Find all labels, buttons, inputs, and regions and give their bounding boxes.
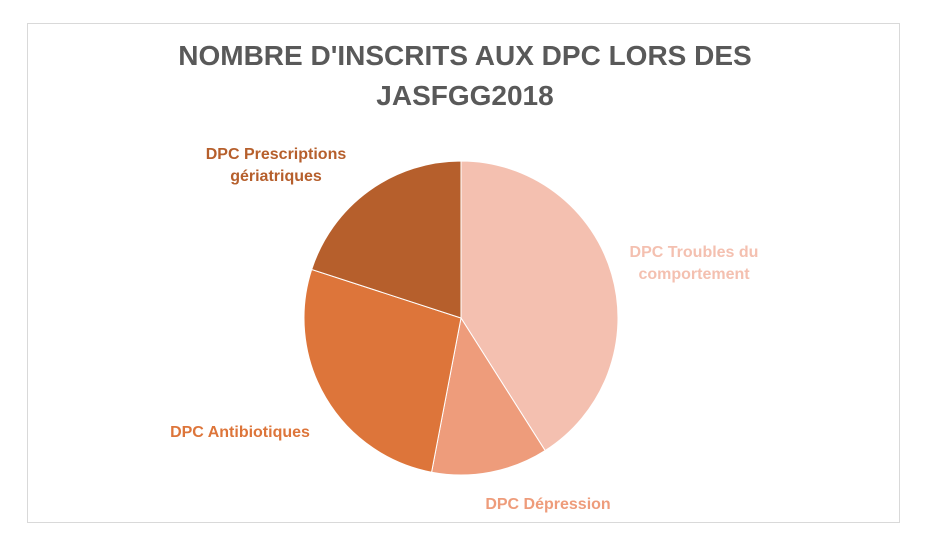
slice-label-2-line-1: DPC Dépression <box>485 496 610 513</box>
slice-label-3-line-1: DPC Antibiotiques <box>170 424 310 441</box>
pie-slice-1 <box>460 160 619 452</box>
slice-label-1-line-2: comportement <box>638 266 750 283</box>
pie-labels: DPC Troubles du comportement DPC Dépressio… <box>170 146 758 513</box>
pie-slice-4 <box>311 160 462 319</box>
chart-title-line-1: NOMBRE D'INSCRITS AUX DPC LORS DES <box>178 40 752 71</box>
pie-slice-3 <box>303 268 462 473</box>
pie-slices <box>303 160 619 476</box>
slice-label-4-line-1: DPC Prescriptions <box>206 146 347 163</box>
slice-label-2: DPC Dépression <box>485 496 610 513</box>
chart-title: NOMBRE D'INSCRITS AUX DPC LORS DES JASFG… <box>0 36 930 116</box>
slice-label-1-line-1: DPC Troubles du <box>630 244 759 261</box>
slice-label-1: DPC Troubles du comportement <box>630 244 759 283</box>
slice-label-4-line-2: gériatriques <box>230 168 322 185</box>
slice-label-4: DPC Prescriptions gériatriques <box>206 146 347 185</box>
pie-slice-2 <box>430 316 546 476</box>
chart-title-line-2: JASFGG2018 <box>376 80 554 111</box>
slice-label-3: DPC Antibiotiques <box>170 424 310 441</box>
